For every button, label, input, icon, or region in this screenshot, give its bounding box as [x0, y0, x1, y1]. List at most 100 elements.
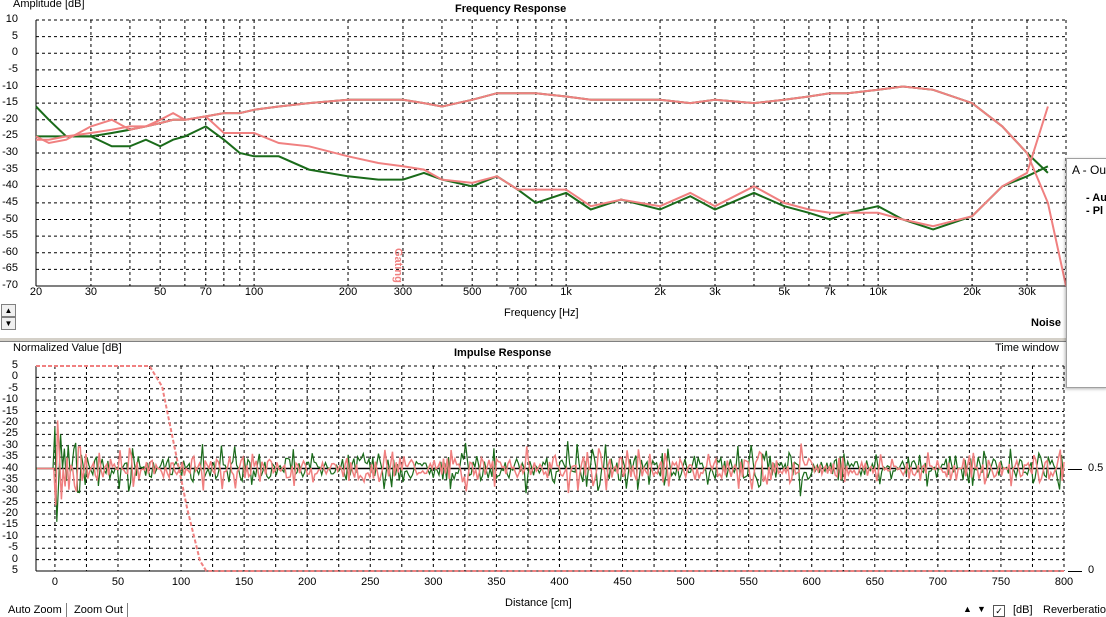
impulse-ytick-label: -20	[2, 507, 18, 520]
db-checkbox[interactable]: ✓	[993, 605, 1005, 617]
freq-xtick-label: 700	[508, 286, 527, 298]
freq-xtick-label: 200	[338, 286, 358, 298]
freq-ytick-label: -50	[2, 212, 18, 225]
impulse-xtick-label: 750	[991, 576, 1011, 588]
impulse-ytick-label: -30	[2, 484, 18, 497]
impulse-ytick-label: 5	[11, 359, 18, 371]
impulse-ytick-label: -35	[2, 472, 18, 485]
impulse-ytick-label: -25	[2, 495, 18, 508]
freq-xtick-label: 5k	[778, 286, 791, 298]
freq-xtick-label: 30	[84, 286, 98, 298]
freq-series-0	[35, 85, 1049, 174]
impulse-xtick-label: 600	[802, 576, 821, 588]
impulse-right-tick-label: 0	[1088, 564, 1095, 576]
freq-xtick-label: 7k	[823, 286, 836, 298]
impulse-title: Impulse Response	[454, 347, 552, 359]
impulse-xlabel: Distance [cm]	[505, 597, 572, 609]
time-window-curve	[36, 365, 1064, 572]
freq-ytick-label: 10	[5, 13, 18, 25]
freq-xtick-label: 500	[463, 286, 482, 298]
freq-ytick-label: -70	[2, 279, 18, 291]
impulse-ytick-label: -30	[2, 438, 18, 451]
freq-xtick-label: 3k	[709, 286, 721, 298]
freq-xtick-label: 300	[393, 286, 413, 298]
impulse-xtick-label: 200	[298, 576, 317, 588]
freq-title: Frequency Response	[455, 3, 567, 15]
popup-line-2: - Pl	[1086, 205, 1104, 217]
noise-label: Noise	[1031, 317, 1061, 329]
zoom-out-button[interactable]: Zoom Out	[70, 603, 128, 617]
impulse-xtick-label: 500	[676, 576, 695, 588]
impulse-ytick-label: 0	[11, 552, 18, 565]
freq-ylabel: Amplitude [dB]	[13, 0, 85, 10]
impulse-xtick-label: 0	[51, 576, 58, 588]
freq-xtick-label: 100	[244, 286, 264, 298]
freq-xtick-label: 1k	[560, 286, 572, 298]
impulse-right-tick-label: 0.5	[1088, 461, 1104, 474]
output-popup[interactable]	[1066, 158, 1106, 388]
impulse-xtick-label: 350	[487, 576, 506, 588]
scroll-down-arrow[interactable]: ▼	[977, 604, 986, 614]
impulse-ytick-label: 5	[11, 564, 18, 576]
scroll-up-arrow[interactable]: ▲	[963, 604, 972, 614]
impulse-ytick-label: -15	[2, 518, 18, 531]
impulse-xtick-label: 650	[865, 576, 884, 588]
impulse-xtick-label: 100	[171, 576, 191, 588]
impulse-ytick-label: -10	[2, 529, 18, 542]
impulse-xtick-label: 50	[111, 576, 125, 588]
reverberation-label[interactable]: Reverberation	[1043, 604, 1106, 616]
impulse-ytick-label: -25	[2, 427, 18, 440]
popup-title: A - Ou	[1072, 163, 1106, 177]
freq-ytick-label: -30	[2, 146, 18, 158]
gating-label: Gating	[392, 248, 404, 283]
freq-ytick-label: -45	[2, 195, 18, 208]
freq-ytick-label: -25	[2, 129, 18, 142]
impulse-ytick-label: -15	[2, 404, 18, 417]
freq-ytick-label: -5	[8, 62, 18, 75]
db-label: [dB]	[1013, 604, 1033, 616]
freq-xtick-label: 20	[29, 286, 43, 298]
freq-xtick-label: 10k	[869, 286, 888, 298]
freq-ytick-label: -35	[2, 162, 18, 175]
impulse-right-tick-mark	[1068, 468, 1082, 470]
impulse-xtick-label: 800	[1054, 576, 1074, 588]
popup-line-1: - Au	[1086, 192, 1106, 204]
impulse-xtick-label: 400	[550, 576, 569, 588]
impulse-xtick-label: 250	[361, 576, 380, 588]
impulse-xtick-label: 450	[613, 576, 632, 588]
freq-xtick-label: 50	[154, 286, 167, 298]
impulse-xtick-label: 300	[424, 576, 443, 588]
impulse-xtick-label: 150	[234, 576, 254, 588]
impulse-trace-green	[36, 427, 1064, 522]
panel-divider[interactable]	[0, 337, 1070, 342]
freq-ytick-label: -20	[2, 112, 18, 125]
impulse-trace-pink	[36, 420, 1065, 506]
freq-ytick-label: -65	[2, 262, 18, 275]
impulse-ytick-label: -5	[8, 541, 18, 554]
impulse-ytick-label: -40	[2, 461, 18, 474]
impulse-ytick-label: -10	[2, 393, 18, 406]
impulse-xtick-label: 550	[739, 576, 758, 588]
freq-xtick-label: 30k	[1018, 286, 1036, 298]
freq-scroll-down-button[interactable]: ▼	[1, 317, 16, 330]
impulse-ylabel: Normalized Value [dB]	[13, 342, 122, 354]
impulse-ytick-label: -5	[8, 381, 18, 394]
auto-zoom-button[interactable]: Auto Zoom	[4, 603, 67, 617]
freq-series-1	[36, 125, 1049, 231]
impulse-ytick-label: -35	[2, 450, 18, 463]
freq-xlabel: Frequency [Hz]	[504, 307, 579, 319]
freq-ytick-label: -15	[2, 96, 18, 109]
freq-ytick-label: -60	[2, 245, 18, 258]
freq-ytick-label: -55	[2, 229, 18, 242]
freq-xtick-label: 70	[199, 286, 212, 298]
freq-scroll-up-button[interactable]: ▲	[1, 304, 16, 317]
freq-ytick-label: -40	[2, 179, 18, 192]
freq-ytick-label: 0	[11, 46, 18, 59]
freq-series-3	[35, 106, 1049, 228]
time-window-label: Time window	[995, 342, 1059, 354]
freq-plot[interactable]	[34, 17, 1070, 287]
impulse-plot[interactable]	[34, 362, 1070, 574]
freq-series-2	[36, 85, 1067, 287]
freq-xtick-label: 2k	[654, 286, 666, 298]
freq-xtick-label: 20k	[963, 286, 981, 298]
